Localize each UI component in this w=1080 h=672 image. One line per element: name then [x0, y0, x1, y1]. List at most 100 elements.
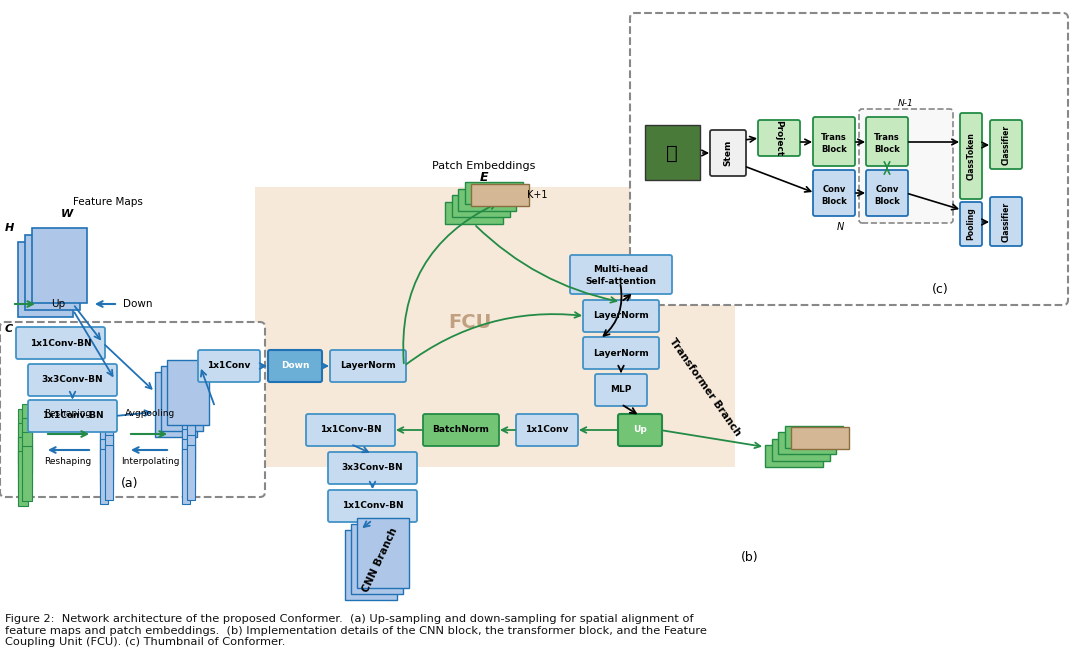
- Text: Project: Project: [774, 120, 783, 156]
- Text: CNN Branch: CNN Branch: [361, 526, 400, 594]
- Text: 3x3Conv-BN: 3x3Conv-BN: [42, 376, 104, 384]
- Text: W: W: [60, 209, 73, 219]
- FancyBboxPatch shape: [990, 120, 1022, 169]
- Bar: [25, 235, 80, 310]
- Text: Up: Up: [51, 299, 65, 309]
- FancyBboxPatch shape: [28, 400, 117, 432]
- Text: Feature Maps: Feature Maps: [73, 197, 143, 207]
- FancyBboxPatch shape: [813, 170, 855, 216]
- Text: 1x1Conv: 1x1Conv: [207, 362, 251, 370]
- Text: BatchNorm: BatchNorm: [433, 425, 489, 435]
- FancyBboxPatch shape: [268, 350, 322, 382]
- Text: Block: Block: [821, 198, 847, 206]
- Bar: [18, 409, 28, 464]
- Bar: [791, 427, 849, 449]
- Bar: [18, 451, 28, 506]
- Bar: [183, 439, 190, 494]
- FancyBboxPatch shape: [328, 490, 417, 522]
- Bar: [22, 446, 32, 501]
- FancyBboxPatch shape: [28, 364, 117, 396]
- Bar: [183, 419, 190, 474]
- FancyBboxPatch shape: [198, 350, 260, 382]
- Text: Up: Up: [633, 425, 647, 435]
- Text: Self-attention: Self-attention: [585, 277, 657, 286]
- Bar: [161, 366, 203, 431]
- FancyBboxPatch shape: [630, 13, 1068, 305]
- FancyBboxPatch shape: [16, 327, 105, 359]
- Bar: [187, 425, 195, 480]
- Text: Block: Block: [874, 198, 900, 206]
- FancyBboxPatch shape: [0, 322, 265, 497]
- Text: 3x3Conv-BN: 3x3Conv-BN: [341, 464, 403, 472]
- Text: 1x1Conv: 1x1Conv: [525, 425, 569, 435]
- Text: Reshaping: Reshaping: [44, 458, 92, 466]
- Text: (a): (a): [121, 478, 138, 491]
- Bar: [105, 425, 113, 480]
- Text: H: H: [4, 223, 14, 233]
- Text: K+1: K+1: [527, 190, 548, 200]
- Bar: [351, 524, 403, 594]
- Bar: [778, 432, 836, 454]
- FancyBboxPatch shape: [866, 117, 908, 166]
- Text: Figure 2:  Network architecture of the proposed Conformer.  (a) Up-sampling and : Figure 2: Network architecture of the pr…: [5, 614, 707, 647]
- FancyBboxPatch shape: [306, 414, 395, 446]
- Text: Trans: Trans: [874, 133, 900, 142]
- Bar: [105, 415, 113, 470]
- FancyBboxPatch shape: [423, 414, 499, 446]
- Text: E: E: [480, 171, 488, 185]
- FancyBboxPatch shape: [960, 113, 982, 199]
- Text: LayerNorm: LayerNorm: [340, 362, 396, 370]
- Bar: [100, 419, 108, 474]
- Bar: [464, 183, 523, 204]
- Bar: [771, 439, 829, 460]
- Text: Conv: Conv: [875, 185, 899, 194]
- Text: ClassToken: ClassToken: [967, 132, 975, 180]
- Text: Down: Down: [123, 299, 152, 309]
- Text: Down: Down: [281, 362, 309, 370]
- FancyBboxPatch shape: [516, 414, 578, 446]
- Text: Classifier: Classifier: [1001, 124, 1011, 165]
- Bar: [105, 445, 113, 500]
- Text: Transformer Branch: Transformer Branch: [667, 336, 743, 437]
- Text: Interpolating: Interpolating: [121, 458, 179, 466]
- Bar: [156, 372, 197, 437]
- Bar: [187, 445, 195, 500]
- Bar: [187, 405, 195, 460]
- Bar: [183, 449, 190, 504]
- FancyBboxPatch shape: [330, 350, 406, 382]
- Text: N: N: [836, 222, 843, 232]
- Bar: [22, 418, 32, 473]
- Text: MLP: MLP: [610, 386, 632, 394]
- Text: Conv: Conv: [822, 185, 846, 194]
- Bar: [100, 429, 108, 484]
- Bar: [18, 423, 28, 478]
- Text: 1x1Conv-BN: 1x1Conv-BN: [320, 425, 381, 435]
- Text: Block: Block: [874, 145, 900, 154]
- Bar: [18, 437, 28, 492]
- Bar: [183, 409, 190, 464]
- FancyBboxPatch shape: [595, 374, 647, 406]
- Text: (b): (b): [741, 550, 759, 564]
- FancyBboxPatch shape: [618, 414, 662, 446]
- Bar: [451, 196, 510, 218]
- Text: Stem: Stem: [724, 140, 732, 166]
- FancyBboxPatch shape: [859, 109, 953, 223]
- Text: LayerNorm: LayerNorm: [593, 349, 649, 358]
- FancyBboxPatch shape: [990, 197, 1022, 246]
- Text: Reshaping: Reshaping: [44, 409, 92, 419]
- Bar: [445, 202, 503, 224]
- Text: (c): (c): [932, 284, 948, 296]
- Bar: [345, 530, 397, 600]
- FancyBboxPatch shape: [570, 255, 672, 294]
- Text: 1x1Conv-BN: 1x1Conv-BN: [29, 339, 92, 347]
- Bar: [100, 449, 108, 504]
- Bar: [765, 445, 823, 467]
- Text: Pooling: Pooling: [967, 208, 975, 241]
- Bar: [167, 360, 210, 425]
- Bar: [784, 425, 842, 448]
- FancyBboxPatch shape: [328, 452, 417, 484]
- Bar: [187, 435, 195, 490]
- FancyBboxPatch shape: [866, 170, 908, 216]
- Bar: [645, 125, 700, 180]
- Text: C: C: [5, 324, 13, 334]
